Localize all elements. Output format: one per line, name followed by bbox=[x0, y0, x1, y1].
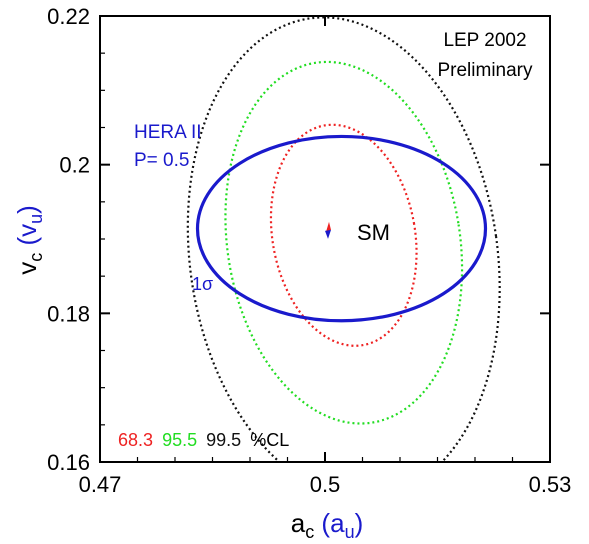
contour-95-5 bbox=[224, 60, 464, 425]
projection-layer bbox=[195, 134, 488, 323]
y-tick-label: 0.22 bbox=[47, 4, 90, 29]
x-axis-label: ac (au) bbox=[291, 508, 364, 542]
cl-suffix: %CL bbox=[250, 430, 289, 450]
y-axis-label-alt-sub: u bbox=[26, 214, 46, 224]
x-tick-label: 0.47 bbox=[79, 472, 122, 497]
sm-point-layer bbox=[325, 221, 331, 239]
y-axis-ticks: 0.16 0.18 0.2 0.22 bbox=[47, 4, 550, 475]
x-axis-label-alt-sub: u bbox=[345, 522, 355, 542]
sm-label: SM bbox=[357, 220, 390, 245]
x-tick-label: 0.5 bbox=[310, 472, 341, 497]
experiment-label-line2: Preliminary bbox=[437, 60, 533, 81]
y-tick-label: 0.2 bbox=[59, 153, 90, 178]
cl-label-99: 99.5 bbox=[206, 430, 241, 450]
experiment-label-line1: LEP 2002 bbox=[443, 30, 526, 51]
y-axis-label-alt-close: ) bbox=[12, 205, 42, 214]
y-axis-label-alt-open: ( bbox=[12, 237, 42, 253]
y-axis-label-main: v bbox=[12, 262, 42, 275]
y-axis-label-alt-main: v bbox=[12, 224, 42, 237]
x-axis-label-alt-main: a bbox=[330, 508, 345, 538]
x-axis-label-alt-close: ) bbox=[355, 508, 364, 538]
cl-legend: 68.3 95.5 99.5 %CL bbox=[118, 430, 289, 450]
cl-label-68: 68.3 bbox=[118, 430, 153, 450]
x-axis-ticks: 0.47 0.5 0.53 bbox=[79, 16, 572, 497]
sm-marker-blue bbox=[325, 229, 331, 239]
y-axis-label-sub: c bbox=[26, 253, 46, 262]
contour-68-3 bbox=[269, 123, 418, 347]
x-axis-label-sub: c bbox=[305, 522, 314, 542]
contour-layer bbox=[186, 16, 501, 462]
sigma-label: 1σ bbox=[192, 274, 213, 294]
y-tick-label: 0.18 bbox=[47, 301, 90, 326]
projection-label-line2: P= 0.5 bbox=[134, 150, 189, 171]
contour-99-5 bbox=[186, 16, 501, 462]
projection-ellipse bbox=[195, 134, 488, 323]
y-tick-label: 0.16 bbox=[47, 450, 90, 475]
x-axis-label-alt-open: ( bbox=[314, 508, 330, 538]
cl-label-95: 95.5 bbox=[162, 430, 197, 450]
projection-label-line1: HERA II bbox=[134, 122, 202, 143]
x-tick-label: 0.53 bbox=[529, 472, 572, 497]
x-axis-label-main: a bbox=[291, 508, 306, 538]
sm-marker-red bbox=[326, 221, 331, 232]
y-axis-label: vc (vu) bbox=[12, 205, 46, 275]
